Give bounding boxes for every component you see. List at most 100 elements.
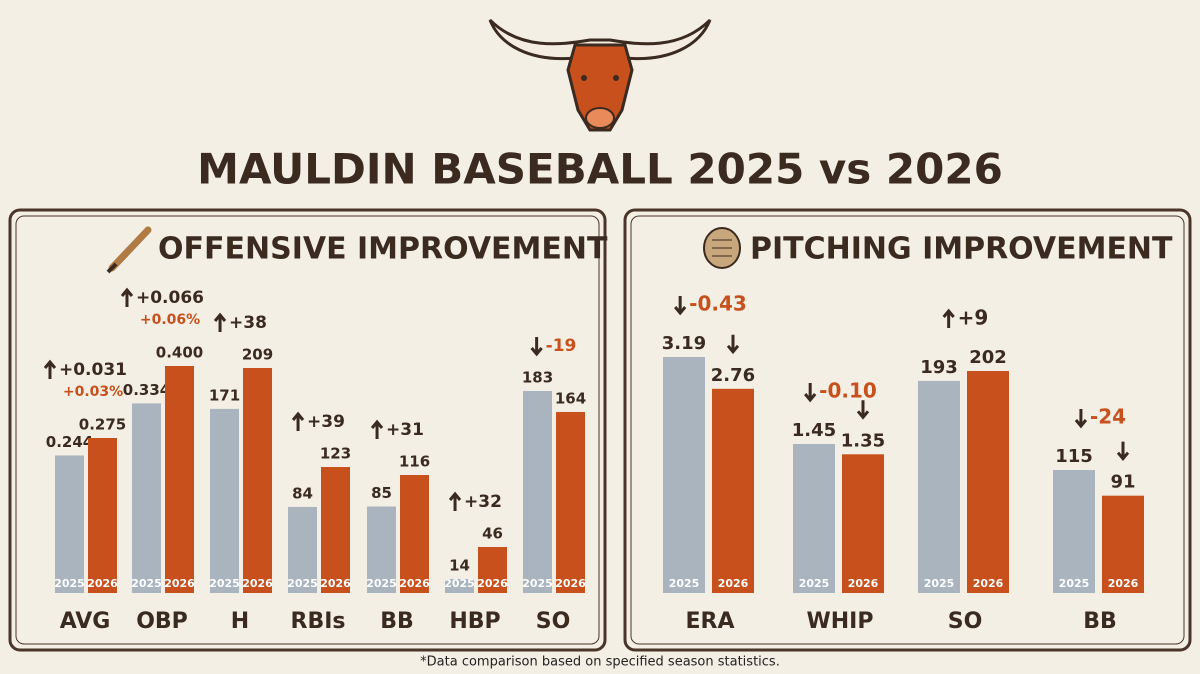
bar-year: 2026 <box>164 577 195 590</box>
bar-year: 2026 <box>1108 577 1139 590</box>
change-label: -0.43 <box>689 292 747 316</box>
value-label: 46 <box>482 525 503 543</box>
panel-inner <box>630 215 1185 645</box>
percent-label: +0.06% <box>140 312 200 328</box>
value-label: 115 <box>1055 446 1093 467</box>
category-label: WHIP <box>807 609 874 634</box>
category-label: RBIs <box>291 609 346 634</box>
bar-year: 2025 <box>366 577 397 590</box>
bar <box>400 475 429 593</box>
category-label: BB <box>380 609 414 634</box>
bar-year: 2026 <box>242 577 273 590</box>
bar <box>445 579 474 593</box>
bar-year: 2025 <box>669 577 700 590</box>
value-label: 0.275 <box>79 416 126 434</box>
value-label: 202 <box>969 347 1007 368</box>
logo <box>488 18 712 132</box>
value-label: 84 <box>292 484 313 502</box>
up-arrow <box>942 308 955 328</box>
bar <box>523 391 552 593</box>
category-label: H <box>231 609 249 634</box>
bar <box>55 455 84 593</box>
bar-year: 2025 <box>522 577 553 590</box>
bar <box>1102 495 1144 593</box>
change-label: +0.031 <box>59 360 127 380</box>
bar-year: 2026 <box>848 577 879 590</box>
change-label: -24 <box>1090 405 1126 429</box>
change-label: +0.066 <box>136 288 204 308</box>
value-label: 171 <box>209 386 240 404</box>
value-label: 123 <box>320 445 351 463</box>
up-arrow <box>448 491 462 511</box>
bar <box>478 547 507 593</box>
up-arrow <box>291 411 305 431</box>
category-label: OBP <box>136 609 188 634</box>
page-title: MAULDIN BASEBALL 2025 vs 2026 <box>197 145 1003 194</box>
category-label: SO <box>948 609 983 634</box>
value-label: 164 <box>555 389 586 407</box>
bar-year: 2026 <box>555 577 586 590</box>
up-arrow <box>120 287 134 307</box>
value-label: 1.35 <box>841 430 885 451</box>
panel <box>623 208 1192 652</box>
chart-title: OFFENSIVE IMPROVEMENT <box>158 232 608 267</box>
value-label: 183 <box>522 369 553 387</box>
up-arrow <box>43 359 57 379</box>
bar-year: 2025 <box>444 577 475 590</box>
bar-year: 2025 <box>131 577 162 590</box>
category-label: BB <box>1083 609 1117 634</box>
panel <box>8 208 607 652</box>
value-label: 3.19 <box>662 333 706 354</box>
category-label: ERA <box>686 609 735 634</box>
bar <box>663 357 705 593</box>
down-arrow <box>1074 409 1088 429</box>
bar-year: 2025 <box>1059 577 1090 590</box>
bar <box>210 408 239 593</box>
bar <box>712 388 754 593</box>
chart-title: PITCHING IMPROVEMENT <box>750 232 1173 267</box>
bar-year: 2026 <box>87 577 118 590</box>
value-label: 0.244 <box>46 433 93 451</box>
bar <box>842 454 884 593</box>
bar-year: 2025 <box>287 577 318 590</box>
bar-year: 2026 <box>973 577 1004 590</box>
bar-year: 2025 <box>924 577 955 590</box>
change-label: -0.10 <box>819 379 877 403</box>
bar-year: 2026 <box>718 577 749 590</box>
bar <box>321 467 350 593</box>
up-arrow <box>370 419 384 439</box>
value-label: 85 <box>371 484 392 502</box>
bar-year: 2026 <box>320 577 351 590</box>
bar <box>556 411 585 593</box>
value-label: 0.334 <box>123 381 170 399</box>
bar-year: 2025 <box>54 577 85 590</box>
value-label: 1.45 <box>792 420 836 441</box>
glove-icon <box>703 227 741 269</box>
down-arrow <box>674 296 687 316</box>
bar <box>132 403 161 593</box>
value-label: 91 <box>1110 472 1135 493</box>
value-label: 209 <box>242 346 273 364</box>
value-label: 14 <box>449 557 470 575</box>
bat-icon <box>106 226 152 274</box>
change-label: -19 <box>546 336 577 356</box>
value-label: 2.76 <box>711 365 755 386</box>
bar <box>367 506 396 593</box>
percent-label: +0.03% <box>63 384 123 400</box>
bar-year: 2025 <box>799 577 830 590</box>
down-arrow <box>804 383 817 403</box>
bar <box>165 366 194 593</box>
bar <box>288 506 317 593</box>
bar <box>88 438 117 593</box>
panel-inner <box>15 215 600 645</box>
up-arrow <box>213 312 227 332</box>
value-label: 193 <box>920 357 958 378</box>
bar <box>918 380 960 593</box>
bar <box>1053 470 1095 593</box>
category-label: AVG <box>60 609 111 634</box>
bar-year: 2025 <box>209 577 240 590</box>
down-arrow <box>1116 441 1130 462</box>
down-arrow <box>530 337 543 357</box>
value-label: 0.400 <box>156 344 203 362</box>
change-label: +38 <box>229 313 267 333</box>
